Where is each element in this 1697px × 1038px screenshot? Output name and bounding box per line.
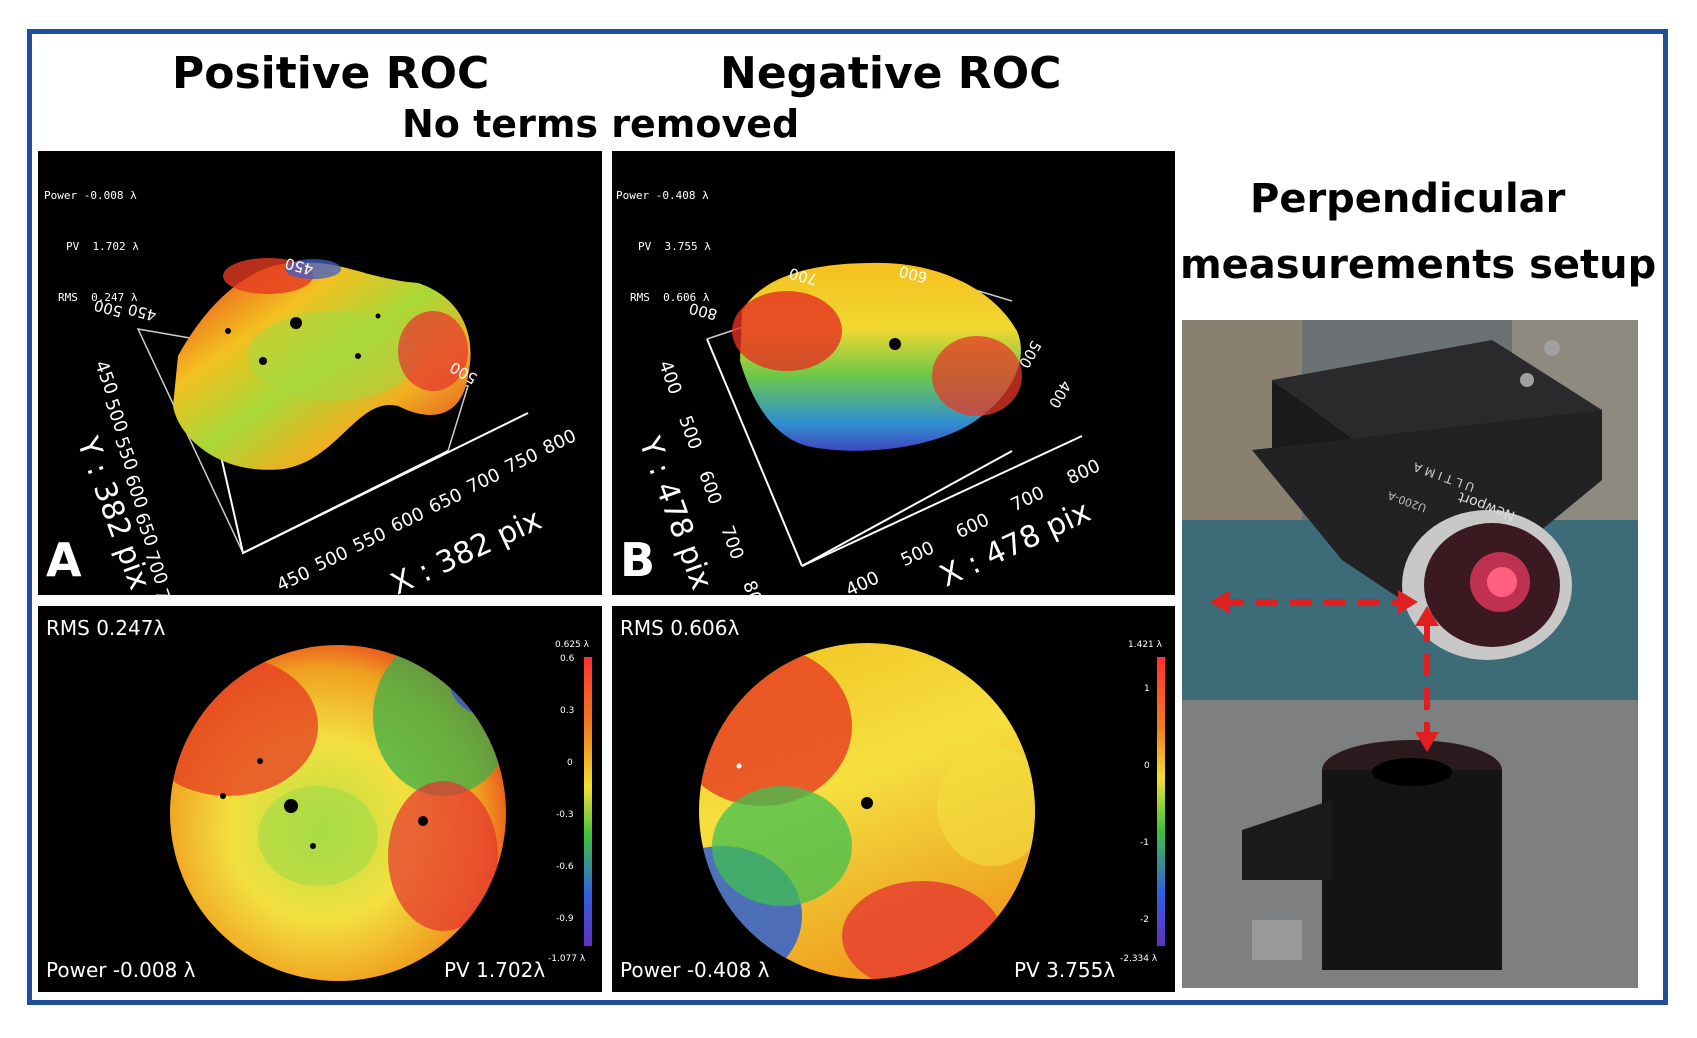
heading-no-terms-removed: No terms removed [402, 102, 800, 146]
panel-a-letter: A [46, 533, 82, 587]
panel-b-stats: Power -0.408 λ PV 3.755 λ RMS 0.606 λ [616, 153, 711, 340]
horizontal-arrow-right [1398, 590, 1418, 614]
map-a-plot [170, 645, 592, 981]
panel-a-stat-pv: PV 1.702 λ [66, 240, 139, 253]
sample-cylinder [1322, 770, 1502, 970]
vertical-arrow-down [1415, 732, 1439, 752]
panel-b-stat-power: Power -0.408 λ [616, 189, 709, 202]
panel-b-plot [706, 262, 1083, 567]
panel-a-plot [136, 258, 529, 555]
map-a-colorbar-tick: 0.6 [560, 654, 575, 664]
map-b-colorbar-tick: -2.334 λ [1120, 954, 1158, 964]
map-a-colorbar-tick: 0.3 [560, 706, 575, 716]
panel-a-3d-surface: Power -0.008 λ PV 1.702 λ RMS 0.247 λ 50… [38, 151, 602, 595]
mount-top-plate [1272, 340, 1602, 460]
setup-photo: Newport U L T I M A U200-A [1182, 320, 1638, 988]
map-b-colorbar-tick: -2 [1140, 915, 1149, 925]
map-a-colorbar-tick: -0.3 [556, 810, 574, 820]
vertical-arrow-up [1415, 606, 1439, 626]
map-a-colorbar [584, 657, 592, 946]
mirror-mount [1252, 410, 1602, 620]
panel-a-stat-power: Power -0.008 λ [44, 189, 137, 202]
map-a-colorbar-tick: 0.625 λ [555, 640, 589, 650]
map-b-power: Power -0.408 λ [620, 958, 770, 982]
panel-a-phase-map: RMS 0.247λ Power -0.008 λ PV 1.702λ 0.62… [38, 606, 602, 992]
panel-a-stat-rms: RMS 0.247 λ [58, 291, 138, 304]
setup-photo-illustration [1182, 320, 1638, 988]
map-b-colorbar-tick: 1 [1144, 684, 1150, 694]
panel-b-letter: B [620, 533, 656, 587]
map-b-pv: PV 3.755λ [1014, 958, 1116, 982]
map-a-power: Power -0.008 λ [46, 958, 196, 982]
map-a-colorbar-tick: 0 [567, 758, 573, 768]
map-a-pv: PV 1.702λ [444, 958, 546, 982]
map-b-colorbar-tick: -1 [1140, 838, 1149, 848]
map-a-colorbar-tick: -0.6 [556, 862, 574, 872]
map-a-colorbar-tick: -0.9 [556, 914, 574, 924]
map-b-colorbar-tick: 1.421 λ [1128, 640, 1162, 650]
panel-b-stat-pv: PV 3.755 λ [638, 240, 711, 253]
panel-b-phase-map: RMS 0.606λ Power -0.408 λ PV 3.755λ 1.42… [612, 606, 1175, 992]
map-b-rms: RMS 0.606λ [620, 616, 740, 640]
heading-positive-roc: Positive ROC [172, 48, 490, 99]
heading-setup-line2: measurements setup [1180, 242, 1657, 288]
map-b-plot [699, 643, 1165, 979]
horizontal-arrow-left [1210, 590, 1230, 614]
map-a-colorbar-tick: -1.077 λ [548, 954, 586, 964]
heading-setup-line1: Perpendicular [1250, 176, 1566, 222]
map-a-rms: RMS 0.247λ [46, 616, 166, 640]
panel-b-3d-surface: Power -0.408 λ PV 3.755 λ RMS 0.606 λ 80… [612, 151, 1175, 595]
map-b-colorbar [1157, 657, 1165, 946]
panel-b-stat-rms: RMS 0.606 λ [630, 291, 710, 304]
heading-negative-roc: Negative ROC [720, 48, 1062, 99]
panel-a-stats: Power -0.008 λ PV 1.702 λ RMS 0.247 λ [44, 153, 139, 340]
map-b-colorbar-tick: 0 [1144, 761, 1150, 771]
